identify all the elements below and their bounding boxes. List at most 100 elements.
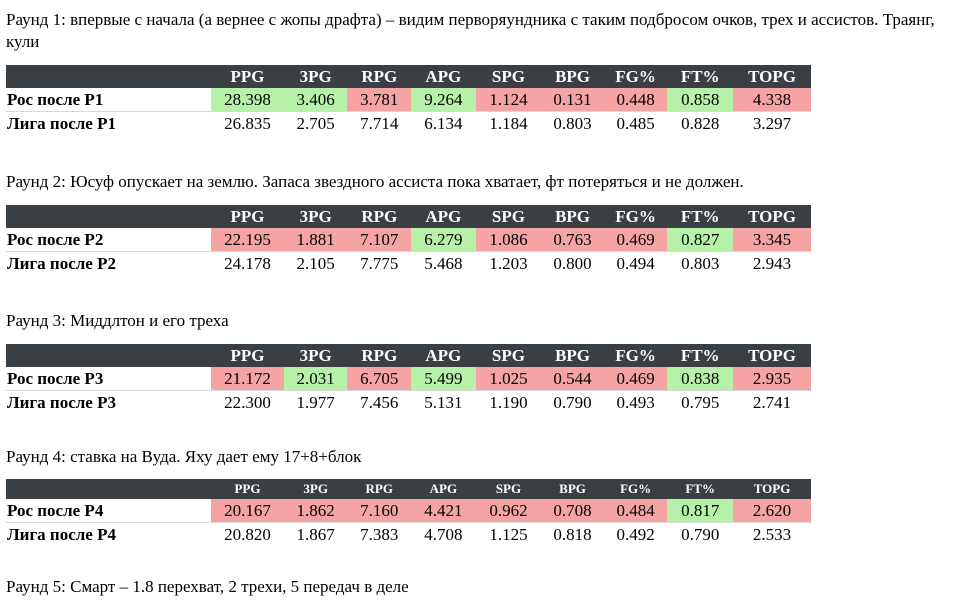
round-1-text: Раунд 1: впервые с начала (а вернее с жо…	[6, 10, 935, 51]
header-topg: TOPG	[733, 205, 811, 228]
ros-row: Рос после Р1 28.398 3.406 3.781 9.264 1.…	[6, 88, 811, 112]
header-apg: APG	[411, 205, 476, 228]
cell-topg: 4.338	[733, 88, 811, 112]
round-4-table: PPG 3PG RPG APG SPG BPG FG% FT% TOPG Рос…	[6, 479, 811, 546]
cell-rpg: 7.456	[360, 393, 399, 412]
cell-apg: 5.131	[424, 393, 463, 412]
header-empty	[6, 344, 212, 367]
cell-ppg: 24.178	[224, 254, 271, 273]
cell-3pg: 1.862	[283, 499, 348, 523]
cell-ft: 0.803	[681, 254, 720, 273]
row-label: Лига после Р4	[7, 525, 116, 544]
cell-topg: 3.345	[733, 228, 811, 252]
cell-fg: 0.494	[616, 254, 655, 273]
cell-fg: 0.493	[616, 393, 655, 412]
header-apg: APG	[411, 65, 476, 88]
round-1-table: PPG 3PG RPG APG SPG BPG FG% FT% TOPG Рос…	[6, 65, 811, 135]
row-label: Рос после Р1	[6, 88, 212, 112]
row-label: Рос после Р2	[6, 228, 212, 252]
cell-bpg: 0.544	[541, 367, 604, 391]
cell-topg: 2.533	[752, 525, 792, 544]
cell-topg: 2.741	[752, 393, 792, 412]
cell-ft: 0.828	[681, 114, 720, 133]
ros-row: Рос после Р2 22.195 1.881 7.107 6.279 1.…	[6, 228, 811, 252]
cell-spg: 1.025	[475, 367, 542, 391]
cell-ppg: 20.167	[211, 499, 284, 523]
header-ft: FT%	[667, 344, 734, 367]
cell-topg: 2.935	[733, 367, 811, 391]
round-2-text: Раунд 2: Юсуф опускает на землю. Запаса …	[6, 172, 744, 191]
header-bpg: BPG	[541, 479, 604, 499]
header-ppg: PPG	[211, 479, 284, 499]
cell-ft: 0.817	[667, 499, 734, 523]
header-empty	[6, 479, 212, 499]
cell-bpg: 0.708	[541, 499, 604, 523]
cell-3pg: 1.881	[283, 228, 348, 252]
table-header-row: PPG 3PG RPG APG SPG BPG FG% FT% TOPG	[6, 205, 811, 228]
header-fg: FG%	[603, 205, 668, 228]
cell-apg: 4.708	[424, 525, 463, 544]
header-ppg: PPG	[211, 65, 284, 88]
header-ppg: PPG	[211, 344, 284, 367]
cell-topg: 3.297	[752, 114, 792, 133]
header-ft: FT%	[667, 205, 734, 228]
cell-rpg: 6.705	[347, 367, 412, 391]
cell-rpg: 7.107	[347, 228, 412, 252]
header-rpg: RPG	[347, 205, 412, 228]
header-rpg: RPG	[347, 479, 412, 499]
header-3pg: 3PG	[283, 65, 348, 88]
table-header-row: PPG 3PG RPG APG SPG BPG FG% FT% TOPG	[6, 479, 811, 499]
cell-3pg: 3.406	[283, 88, 348, 112]
cell-topg: 2.943	[752, 254, 792, 273]
cell-bpg: 0.803	[553, 114, 592, 133]
cell-ppg: 21.172	[211, 367, 284, 391]
header-bpg: BPG	[541, 344, 604, 367]
ros-row: Рос после Р4 20.167 1.862 7.160 4.421 0.…	[6, 499, 811, 523]
cell-topg: 2.620	[733, 499, 811, 523]
cell-ppg: 28.398	[211, 88, 284, 112]
cell-ft: 0.827	[667, 228, 734, 252]
row-label: Рос после Р4	[6, 499, 212, 523]
header-apg: APG	[411, 479, 476, 499]
round-3-text: Раунд 3: Миддлтон и его треха	[6, 311, 229, 330]
league-row: Лига после Р4 20.820 1.867 7.383 4.708 1…	[6, 523, 811, 547]
round-3-table: PPG 3PG RPG APG SPG BPG FG% FT% TOPG Рос…	[6, 344, 811, 414]
cell-3pg: 2.031	[283, 367, 348, 391]
cell-bpg: 0.790	[553, 393, 592, 412]
header-fg: FG%	[603, 65, 668, 88]
cell-spg: 1.125	[489, 525, 528, 544]
cell-rpg: 7.383	[360, 525, 399, 544]
cell-apg: 5.468	[424, 254, 463, 273]
league-row: Лига после Р1 26.835 2.705 7.714 6.134 1…	[6, 112, 811, 136]
cell-fg: 0.469	[603, 228, 668, 252]
cell-3pg: 1.977	[296, 393, 335, 412]
round-4-text: Раунд 4: ставка на Вуда. Яху дает ему 17…	[6, 447, 362, 466]
cell-fg: 0.484	[603, 499, 668, 523]
cell-apg: 6.134	[424, 114, 463, 133]
row-label: Рос после Р3	[6, 367, 212, 391]
cell-spg: 1.190	[489, 393, 528, 412]
cell-rpg: 7.714	[360, 114, 399, 133]
cell-spg: 1.184	[489, 114, 528, 133]
cell-ft: 0.858	[667, 88, 734, 112]
table-header-row: PPG 3PG RPG APG SPG BPG FG% FT% TOPG	[6, 344, 811, 367]
cell-ppg: 26.835	[224, 114, 271, 133]
cell-ppg: 20.820	[224, 525, 271, 544]
cell-rpg: 7.160	[347, 499, 412, 523]
cell-fg: 0.492	[616, 525, 655, 544]
header-ft: FT%	[667, 65, 734, 88]
round-5-text: Раунд 5: Смарт – 1.8 перехват, 2 трехи, …	[6, 577, 409, 596]
cell-ft: 0.790	[681, 525, 720, 544]
row-label: Лига после Р3	[7, 393, 116, 412]
cell-ft: 0.838	[667, 367, 734, 391]
cell-apg: 5.499	[411, 367, 476, 391]
cell-ft: 0.795	[681, 393, 720, 412]
cell-fg: 0.485	[616, 114, 655, 133]
header-ft: FT%	[667, 479, 734, 499]
league-row: Лига после Р2 24.178 2.105 7.775 5.468 1…	[6, 252, 811, 276]
header-3pg: 3PG	[283, 344, 348, 367]
row-label: Лига после Р1	[7, 114, 116, 133]
header-spg: SPG	[475, 65, 542, 88]
header-ppg: PPG	[211, 205, 284, 228]
